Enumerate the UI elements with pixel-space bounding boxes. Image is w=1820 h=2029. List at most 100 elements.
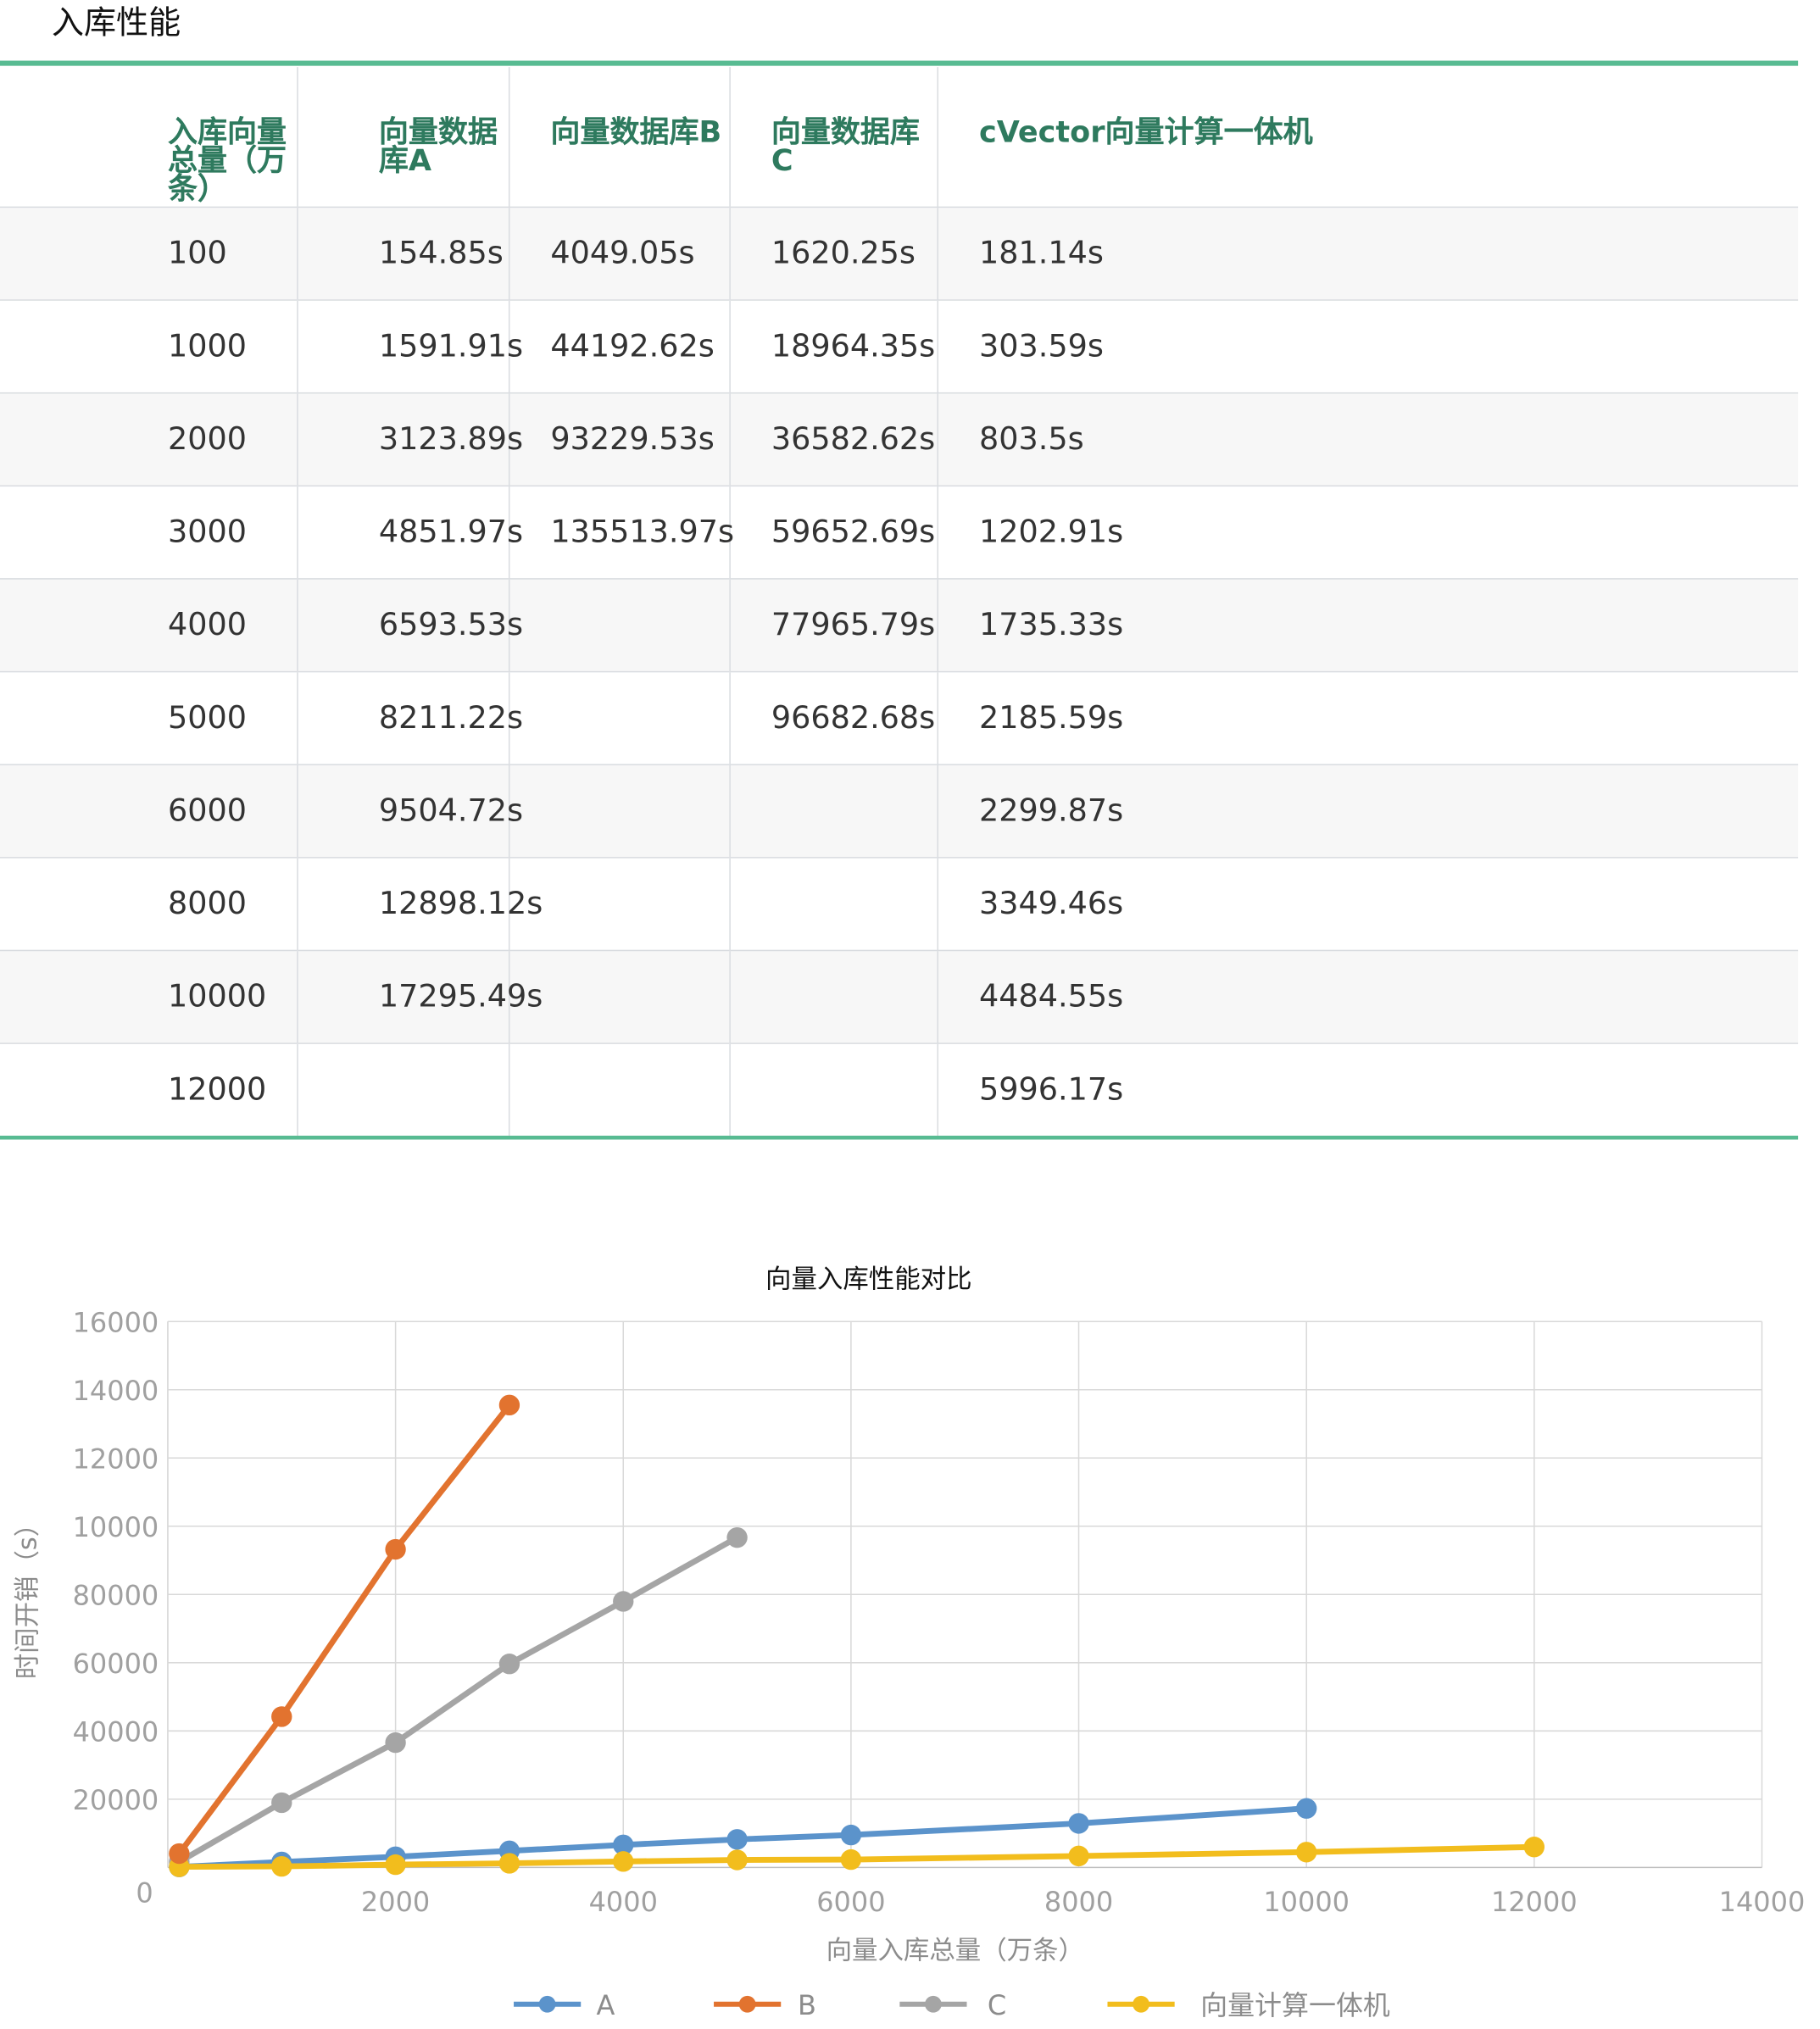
x-tick-label: 14000 xyxy=(1719,1886,1806,1918)
data-point xyxy=(498,1853,520,1874)
data-point xyxy=(498,1394,520,1415)
table-cell: 44192.62s xyxy=(508,298,730,392)
table-cell: 3123.89s xyxy=(296,392,523,486)
legend-marker xyxy=(538,1995,556,2013)
table-cell: 96682.68s xyxy=(728,670,938,764)
table-cell: 5000 xyxy=(0,670,298,764)
table-cell: 1735.33s xyxy=(936,577,1799,671)
data-point xyxy=(1068,1813,1089,1834)
y-tick-label: 20000 xyxy=(73,1784,159,1816)
legend-label: 向量计算一体机 xyxy=(1200,1989,1390,2021)
table-bottom-divider xyxy=(0,1135,1799,1140)
data-point xyxy=(385,1538,406,1560)
data-point xyxy=(271,1706,292,1727)
table-cell: 4484.55s xyxy=(936,948,1799,1043)
legend-marker xyxy=(925,1995,942,2013)
table-cell: 100 xyxy=(0,205,298,300)
x-axis-label: 向量入库总量（万条） xyxy=(827,1936,1084,1965)
table-cell: 181.14s xyxy=(936,205,1799,300)
table-cell: 6593.53s xyxy=(296,577,523,671)
table-cell: 154.85s xyxy=(296,205,509,300)
data-point xyxy=(271,1855,292,1877)
table-cell: 303.59s xyxy=(936,298,1799,392)
table-cell: 8000 xyxy=(0,856,298,950)
x-tick-label: 8000 xyxy=(1044,1886,1113,1918)
x-tick-label: 10000 xyxy=(1263,1886,1350,1918)
table-cell: 3349.46s xyxy=(936,856,1799,950)
legend-label: C xyxy=(988,1989,1006,2021)
table-row: 2000 3123.89s 93229.53s 36582.62s 803.5s xyxy=(0,392,1799,486)
table-cell: 2299.87s xyxy=(936,763,1799,858)
header-db-c: 向量数据库C xyxy=(728,67,938,207)
table-cell: 59652.69s xyxy=(728,484,938,579)
table-cell: 17295.49s xyxy=(296,948,543,1043)
table-cell xyxy=(508,670,730,764)
table-cell xyxy=(296,1042,509,1136)
table-top-divider xyxy=(0,60,1799,66)
table-row: 5000 8211.22s 96682.68s 2185.59s xyxy=(0,670,1799,764)
table-row: 100 154.85s 4049.05s 1620.25s 181.14s xyxy=(0,205,1799,300)
table-cell: 8211.22s xyxy=(296,670,523,764)
table-row: 10000 17295.49s 4484.55s xyxy=(0,948,1799,1043)
y-axis-label: 时间开销（s） xyxy=(14,1511,43,1679)
table-cell: 803.5s xyxy=(936,392,1799,486)
table-row: 6000 9504.72s 2299.87s xyxy=(0,763,1799,858)
table-cell: 1620.25s xyxy=(728,205,938,300)
data-point xyxy=(840,1848,862,1871)
table-cell xyxy=(728,856,938,950)
data-point xyxy=(1296,1798,1317,1819)
x-tick-label: 2000 xyxy=(361,1886,430,1918)
table-cell: 1000 xyxy=(0,298,298,392)
table-cell xyxy=(508,577,730,671)
table-row: 12000 5996.17s xyxy=(0,1042,1799,1136)
data-point xyxy=(726,1526,748,1548)
data-point xyxy=(726,1829,748,1850)
table-header-row: 入库向量总量（万条） 向量数据库A 向量数据库B 向量数据库C cVector向… xyxy=(0,67,1799,207)
table-cell xyxy=(728,948,938,1043)
table-cell: 10000 xyxy=(0,948,298,1043)
table-cell: 4851.97s xyxy=(296,484,523,579)
table-cell: 93229.53s xyxy=(508,392,730,486)
x-tick-label: 12000 xyxy=(1491,1886,1578,1918)
y-tick-label: 60000 xyxy=(73,1648,159,1680)
legend-marker xyxy=(1133,1995,1149,2013)
performance-table: 入库向量总量（万条） 向量数据库A 向量数据库B 向量数据库C cVector向… xyxy=(0,67,1799,1136)
series-line-C xyxy=(177,1535,739,1865)
header-db-a: 向量数据库A xyxy=(296,67,509,207)
header-total: 入库向量总量（万条） xyxy=(167,116,287,207)
y-tick-label: 16000 xyxy=(73,1306,159,1338)
x-tick-label: 4000 xyxy=(589,1886,658,1918)
table-cell: 135513.97s xyxy=(508,484,734,579)
data-point xyxy=(169,1843,190,1865)
table-row: 8000 12898.12s 3349.46s xyxy=(0,856,1799,950)
table-cell: 36582.62s xyxy=(728,392,938,486)
legend-label: B xyxy=(798,1989,816,2021)
table-cell: 2000 xyxy=(0,392,298,486)
data-point xyxy=(613,1851,634,1872)
series-line-B xyxy=(176,1403,512,1856)
x-tick-label: 6000 xyxy=(816,1886,885,1918)
table-cell xyxy=(508,948,730,1043)
table-row: 3000 4851.97s 135513.97s 59652.69s 1202.91s xyxy=(0,484,1799,579)
table-cell: 4000 xyxy=(0,577,298,671)
legend-label: A xyxy=(596,1989,615,2021)
table-cell: 4049.05s xyxy=(508,205,730,300)
data-point xyxy=(498,1654,520,1675)
data-point xyxy=(1523,1837,1545,1858)
data-point xyxy=(726,1849,748,1871)
table-cell: 12000 xyxy=(0,1042,298,1136)
data-point xyxy=(613,1834,634,1855)
table-cell: 1202.91s xyxy=(936,484,1799,579)
data-point xyxy=(840,1824,862,1846)
data-point xyxy=(613,1591,634,1612)
data-point xyxy=(1068,1845,1089,1867)
table-cell xyxy=(508,763,730,858)
table-cell xyxy=(728,763,938,858)
table-cell: 5996.17s xyxy=(936,1042,1799,1136)
header-db-b: 向量数据库B xyxy=(508,67,730,207)
y-tick-label: 80000 xyxy=(73,1579,159,1611)
x-tick-label: 0 xyxy=(136,1876,153,1909)
chart-title: 向量入库性能对比 xyxy=(765,1265,972,1295)
